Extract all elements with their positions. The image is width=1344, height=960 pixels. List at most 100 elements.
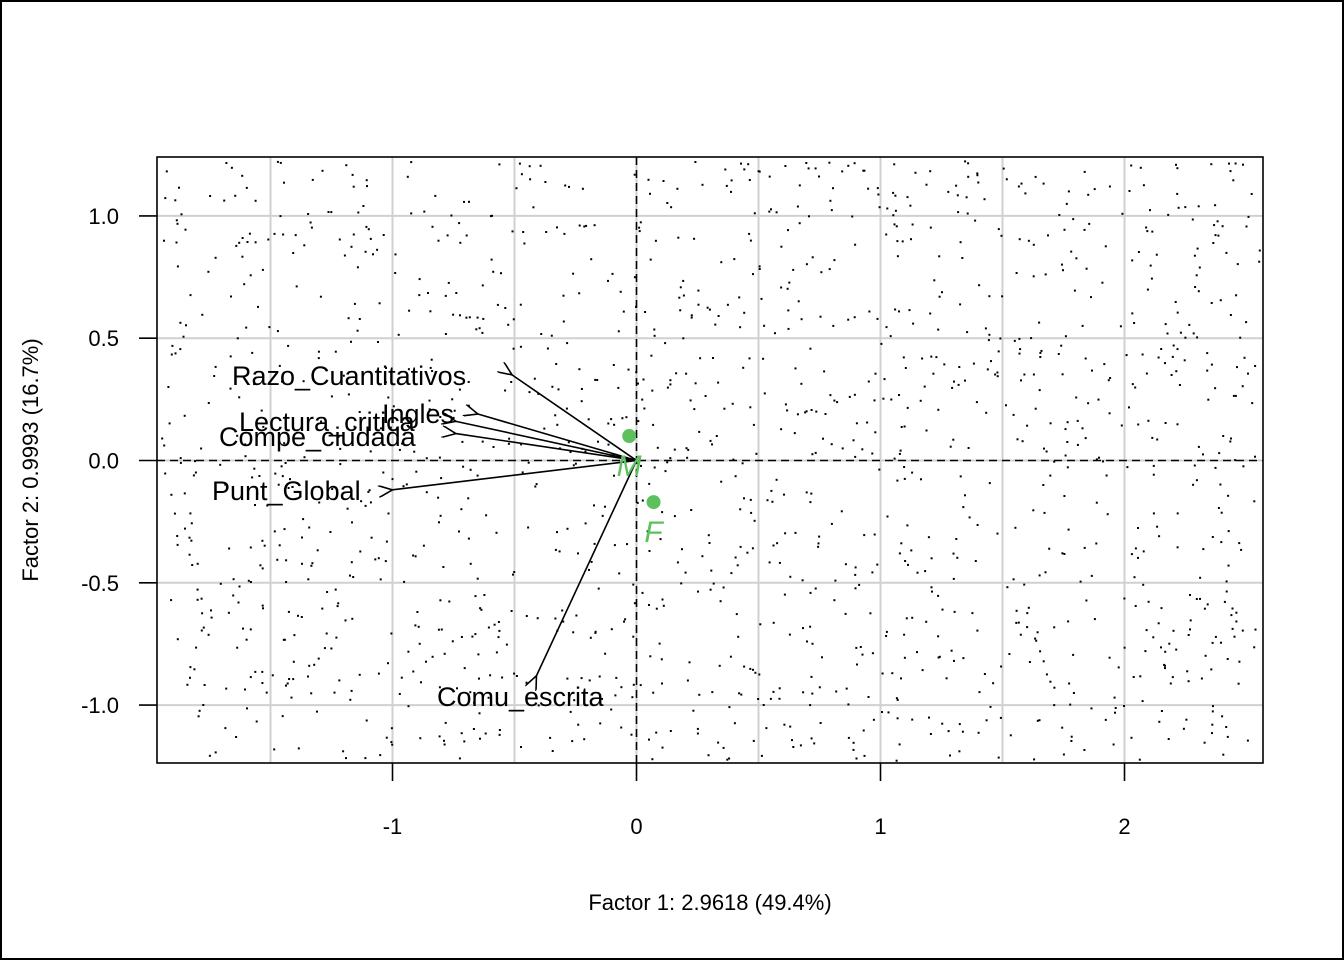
observation-point — [545, 231, 548, 233]
observation-point — [1214, 387, 1217, 390]
observation-point — [1047, 234, 1049, 237]
observation-point — [1142, 184, 1145, 187]
observation-point — [438, 521, 440, 524]
observation-point — [958, 750, 961, 753]
observation-point — [287, 487, 290, 489]
observation-point — [712, 357, 714, 359]
observation-point — [752, 273, 754, 276]
observation-point — [317, 350, 320, 353]
observation-point — [588, 679, 591, 682]
observation-point — [669, 379, 672, 382]
observation-point — [997, 350, 1000, 353]
observation-point — [566, 527, 569, 530]
observation-point — [1013, 339, 1016, 342]
observation-point — [580, 388, 583, 390]
observation-point — [1245, 321, 1248, 324]
observation-point — [572, 631, 575, 634]
observation-point — [587, 418, 590, 421]
observation-point — [1063, 495, 1066, 497]
observation-point — [1134, 605, 1137, 607]
observation-point — [1176, 192, 1179, 195]
observation-point — [988, 295, 991, 298]
observation-point — [992, 682, 995, 685]
observation-point — [359, 550, 362, 553]
observation-point — [711, 691, 714, 694]
observation-point — [443, 739, 445, 742]
x-tick-label: 0 — [630, 814, 642, 839]
observation-point — [254, 199, 257, 202]
observation-point — [1079, 580, 1082, 583]
observation-point — [493, 623, 496, 626]
observation-point — [1210, 668, 1213, 671]
observation-point — [809, 704, 812, 707]
observation-point — [743, 168, 746, 171]
observation-point — [1036, 719, 1039, 722]
observation-point — [405, 417, 408, 420]
observation-point — [641, 591, 644, 594]
observation-point — [165, 170, 168, 173]
observation-point — [974, 560, 977, 562]
observation-point — [1176, 167, 1179, 170]
observation-point — [887, 711, 890, 714]
observation-point — [882, 397, 885, 400]
observation-point — [894, 209, 897, 212]
observation-point — [1232, 179, 1235, 182]
observation-point — [1072, 653, 1075, 656]
observation-point — [1229, 314, 1232, 316]
observation-point — [898, 394, 900, 396]
observation-point — [1230, 614, 1233, 617]
observation-point — [1064, 428, 1067, 431]
observation-point — [680, 582, 683, 585]
observation-point — [977, 181, 980, 184]
observation-point — [655, 607, 658, 610]
observation-point — [254, 504, 256, 506]
observation-point — [345, 164, 348, 167]
observation-point — [376, 248, 379, 251]
observation-point — [768, 175, 771, 178]
observation-point — [410, 161, 413, 164]
observation-point — [989, 705, 992, 708]
observation-point — [778, 697, 781, 700]
observation-point — [1114, 707, 1117, 709]
observation-point — [471, 635, 474, 638]
observation-point — [1199, 576, 1202, 579]
observation-point — [336, 489, 339, 491]
observation-point — [407, 705, 410, 708]
observation-point — [1231, 627, 1234, 630]
observation-point — [759, 623, 762, 626]
observation-point — [194, 460, 196, 463]
observation-point — [500, 272, 502, 275]
observation-point — [352, 576, 355, 578]
observation-point — [248, 432, 251, 435]
observation-point — [835, 690, 838, 693]
observation-point — [652, 691, 655, 694]
observation-point — [317, 657, 320, 660]
observation-point — [420, 681, 422, 684]
observation-point — [899, 449, 902, 452]
observation-point — [546, 347, 549, 350]
observation-point — [254, 670, 257, 673]
observation-point — [694, 382, 697, 385]
observation-point — [241, 174, 244, 177]
observation-point — [741, 462, 744, 465]
observation-point — [685, 447, 688, 450]
observation-point — [1066, 466, 1069, 469]
observation-point — [886, 207, 889, 210]
observation-point — [202, 626, 205, 629]
observation-point — [1005, 404, 1007, 407]
observation-point — [311, 562, 314, 565]
observation-point — [580, 677, 583, 680]
observation-point — [276, 558, 279, 561]
observation-point — [556, 531, 558, 534]
observation-point — [1172, 629, 1175, 632]
observation-point — [351, 173, 354, 176]
observation-point — [1081, 427, 1084, 430]
observation-point — [947, 730, 950, 733]
observation-point — [613, 544, 616, 547]
observation-point — [577, 723, 580, 726]
observation-point — [495, 531, 498, 534]
observation-point — [369, 450, 372, 453]
observation-point — [1039, 351, 1042, 354]
observation-point — [1123, 597, 1126, 600]
observation-point — [1039, 650, 1042, 653]
